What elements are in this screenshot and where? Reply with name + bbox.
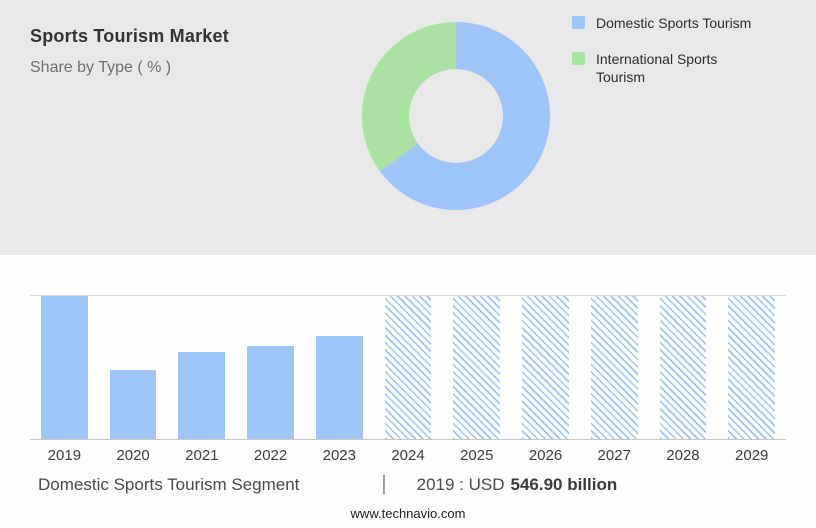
legend-swatch-domestic-icon [572,16,585,29]
x-tick-2029: 2029 [735,447,769,464]
bar-column-2026 [511,296,580,439]
bar-column-2029 [717,296,786,439]
bar-chart-plot [30,295,786,440]
forecast-bar-2027 [590,296,638,439]
value-bold: 546.90 billion [510,474,618,494]
legend-label-international: International Sports Tourism [596,51,718,86]
legend-swatch-international-icon [572,52,585,66]
segment-label: Domestic Sports Tourism Segment [38,474,300,494]
x-tick-2021: 2021 [185,447,219,464]
caption-separator: | [381,473,387,495]
x-tick-2026: 2026 [528,447,563,464]
page-subtitle: Share by Type ( % ) [30,59,172,76]
forecast-bar-2026 [522,296,569,439]
forecast-bar-2024 [384,296,432,439]
bar-column-2019 [30,296,99,439]
bar-column-2027 [580,296,649,439]
bar-column-2024 [374,296,443,439]
x-tick-2027: 2027 [597,447,631,464]
market-size-section: 2019 2020 2021 2022 2023 2024 2025 2026 2027 2028… [0,255,816,528]
website-link[interactable]: www.technavio.com [350,506,466,521]
forecast-bar-2028 [659,296,707,439]
bar-column-2028 [649,296,718,439]
x-tick-2023: 2023 [322,447,356,464]
x-axis: 2019 2020 2021 2022 2023 2024 2025 2026 2027 2028… [30,447,786,464]
page-title: Sports Tourism Market [30,26,229,46]
share-by-type-section: Sports Tourism Market Share by Type ( % … [0,0,816,255]
bar-column-2020 [99,296,168,439]
legend-label-domestic: Domestic Sports Tourism [596,15,752,31]
bar-column-2022 [236,296,305,439]
x-tick-2022: 2022 [253,447,288,464]
legend-item-international: International Sports Tourism [572,50,762,86]
caption-row: Domestic Sports Tourism Segment | 2019 :… [38,473,784,496]
x-tick-2025: 2025 [460,447,494,464]
bar-column-2025 [442,296,511,439]
forecast-bar-2025 [453,296,501,439]
x-tick-2019: 2019 [47,447,82,464]
forecast-bar-2029 [728,296,776,439]
x-tick-2028: 2028 [666,447,700,464]
header: Sports Tourism Market Share by Type ( % … [30,26,229,77]
legend-item-domestic: Domestic Sports Tourism [572,14,762,32]
bar-column-2023 [305,296,374,439]
bar-2019 [41,296,88,439]
x-tick-2020: 2020 [116,447,150,464]
bar-2021 [178,351,226,439]
legend: Domestic Sports Tourism International Sp… [572,14,762,105]
bar-2023 [315,336,363,439]
bar-2022 [247,346,294,439]
donut-chart [362,22,550,210]
bar-chart: 2019 2020 2021 2022 2023 2024 2025 2026 2027 2028… [30,295,786,464]
bar-column-2021 [167,296,236,439]
bar-2020 [109,370,157,439]
x-tick-2024: 2024 [391,447,425,464]
value-label: 2019 : USD 546.90 billion [416,474,618,494]
